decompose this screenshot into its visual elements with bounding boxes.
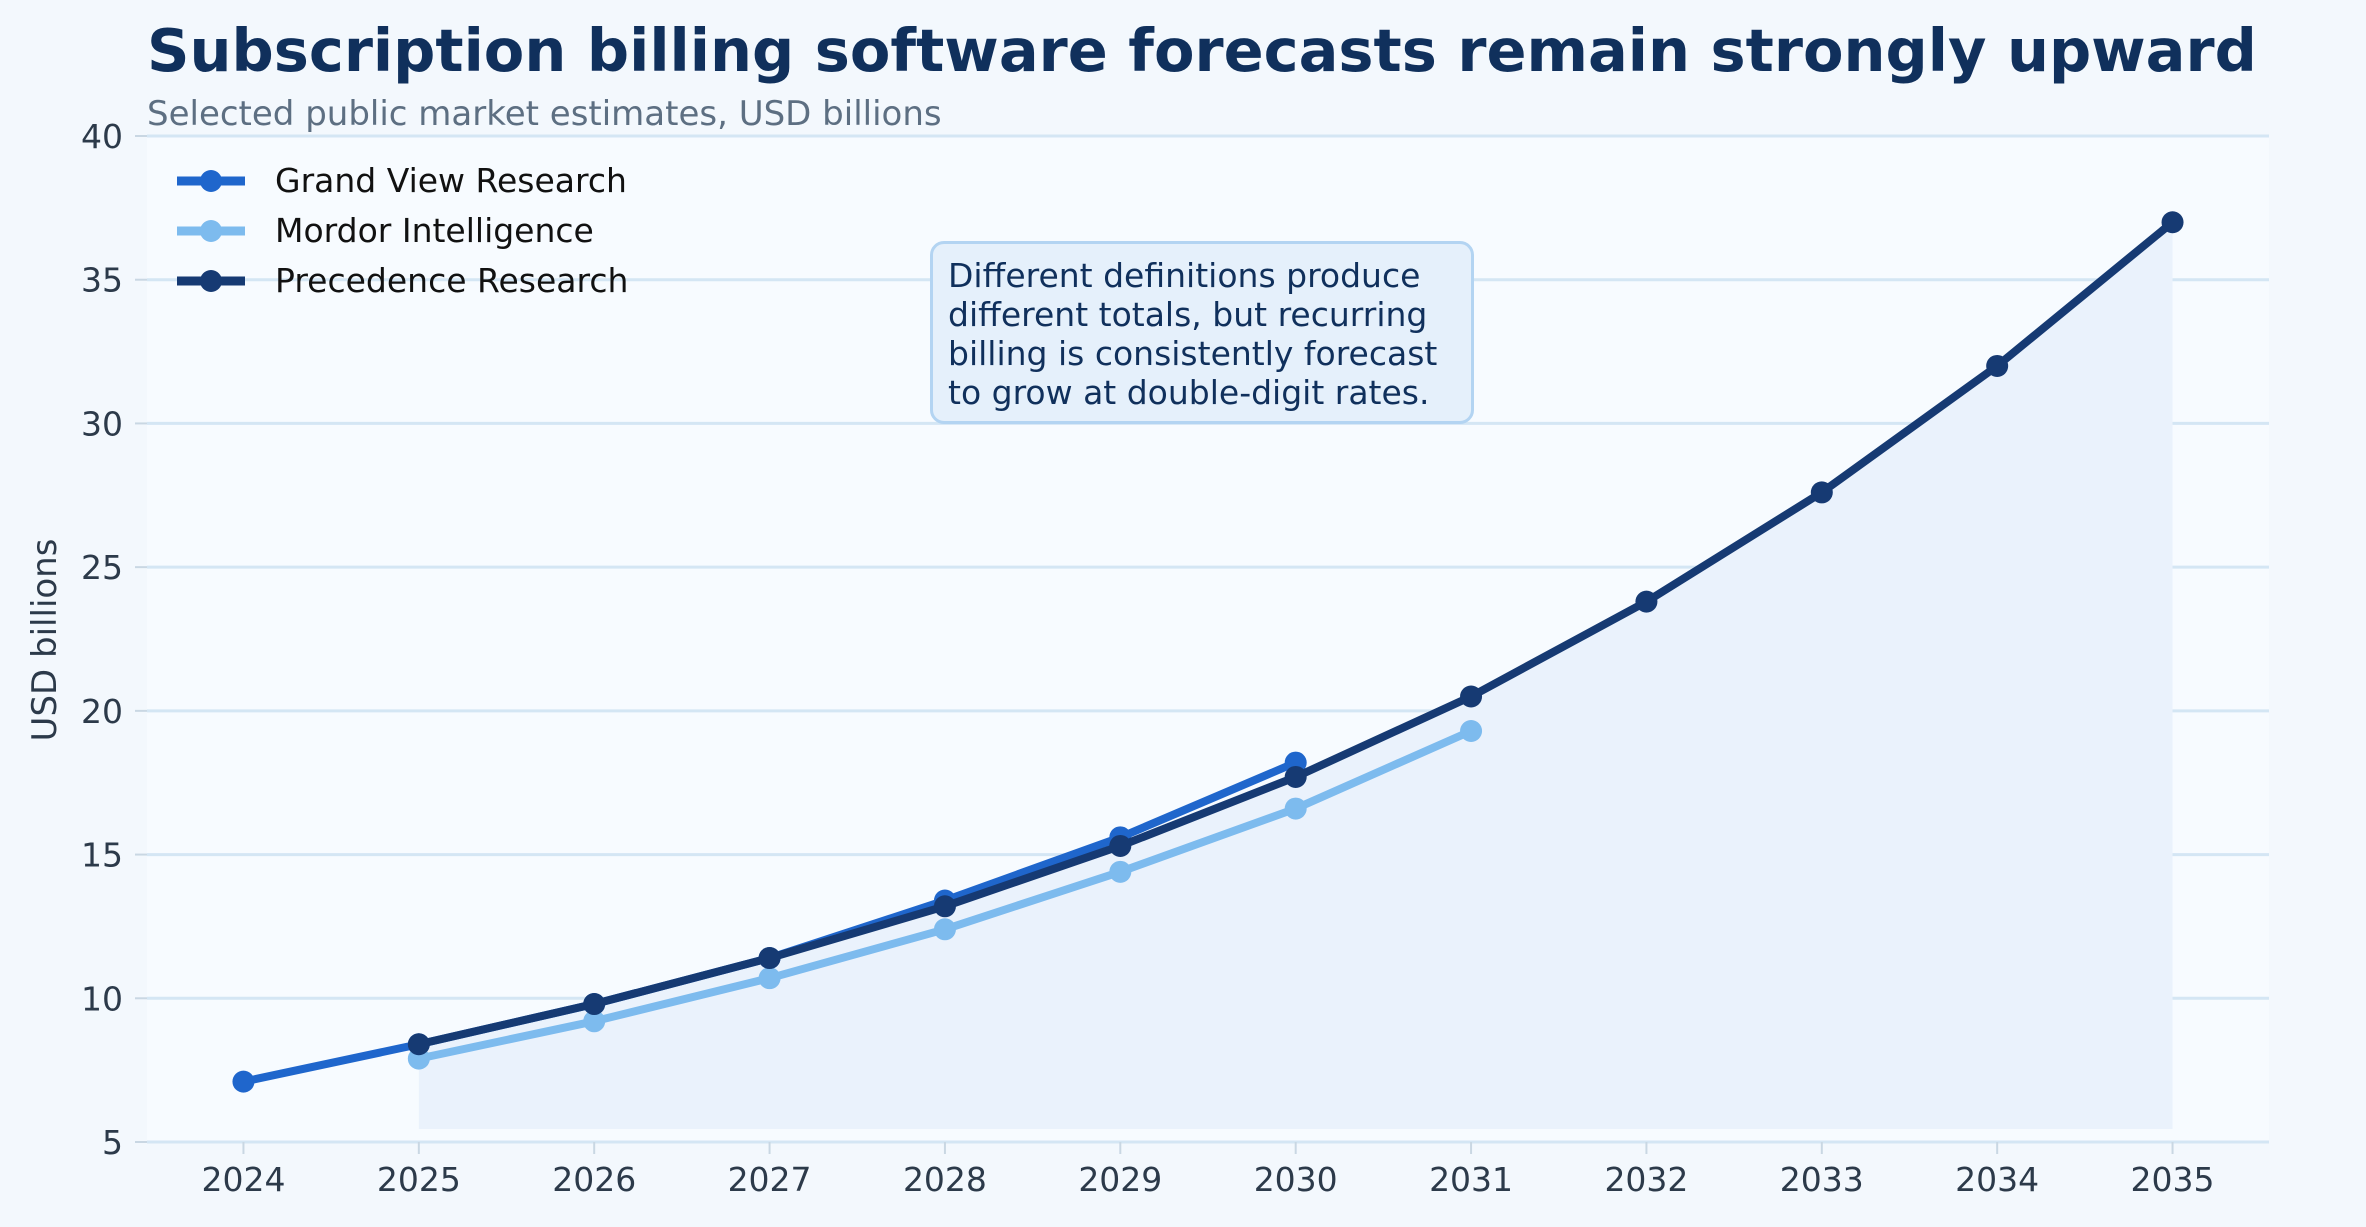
fill-layer (418, 222, 2173, 1129)
x-tick-label: 2031 (1429, 1160, 1513, 1199)
data-point (583, 993, 606, 1016)
x-tick-label: 2024 (201, 1160, 285, 1199)
data-point (1284, 797, 1307, 820)
x-tick-label: 2028 (903, 1160, 987, 1199)
x-tick-label: 2035 (2131, 1160, 2215, 1199)
annotation-line: different totals, but recurring (948, 295, 1428, 334)
data-point (1810, 481, 1833, 504)
x-tick-label: 2032 (1604, 1160, 1688, 1199)
data-point (583, 1010, 606, 1033)
series-precedence-research (407, 211, 2184, 1056)
data-point (232, 1070, 255, 1093)
data-point (407, 1033, 430, 1056)
data-point (1460, 719, 1483, 742)
data-point (1635, 590, 1658, 613)
annotation-line: Different definitions produce (948, 256, 1421, 295)
x-tick-label: 2030 (1254, 1160, 1338, 1199)
x-tick-label: 2027 (728, 1160, 812, 1199)
y-axis-label: USD billions (25, 539, 65, 742)
y-tick-label: 25 (81, 548, 123, 587)
legend-marker (200, 220, 222, 242)
y-tick-label: 10 (81, 979, 123, 1018)
chart-subtitle: Selected public market estimates, USD bi… (147, 94, 942, 134)
legend-label: Grand View Research (275, 161, 627, 200)
annotation-box: Different definitions produce different … (930, 241, 1474, 424)
data-point (1284, 765, 1307, 788)
legend: Grand View Research Mordor Intelligence Pr… (177, 161, 628, 300)
area-fill (418, 222, 2173, 1129)
data-point (1109, 860, 1132, 883)
annotation-line: billing is consistently forecast (948, 334, 1438, 373)
data-point (1460, 685, 1483, 708)
y-tick-label: 35 (81, 261, 123, 300)
legend-marker (200, 270, 222, 292)
data-point (933, 918, 956, 941)
series-mordor-intelligence (407, 719, 1483, 1070)
data-point (758, 947, 781, 970)
x-tick-label: 2029 (1078, 1160, 1162, 1199)
data-point (1109, 834, 1132, 857)
chart-title: Subscription billing software forecasts … (147, 16, 2257, 85)
data-point (758, 967, 781, 990)
series-layer (232, 211, 2184, 1093)
legend-marker (200, 170, 222, 192)
data-point (2161, 211, 2184, 234)
y-tick-label: 30 (81, 404, 123, 443)
x-tick-label: 2034 (1955, 1160, 2039, 1199)
data-point (1986, 354, 2009, 377)
legend-label: Mordor Intelligence (275, 211, 594, 250)
y-tick-label: 15 (81, 836, 123, 875)
y-tick-label: 5 (102, 1123, 123, 1162)
x-tick-label: 2025 (377, 1160, 461, 1199)
x-tick-label: 2033 (1780, 1160, 1864, 1199)
x-tick-label: 2026 (552, 1160, 636, 1199)
y-tick-label: 40 (81, 117, 123, 156)
annotation-line: to grow at double-digit rates. (948, 373, 1430, 412)
legend-label: Precedence Research (275, 261, 628, 300)
y-tick-label: 20 (81, 692, 123, 731)
data-point (933, 895, 956, 918)
